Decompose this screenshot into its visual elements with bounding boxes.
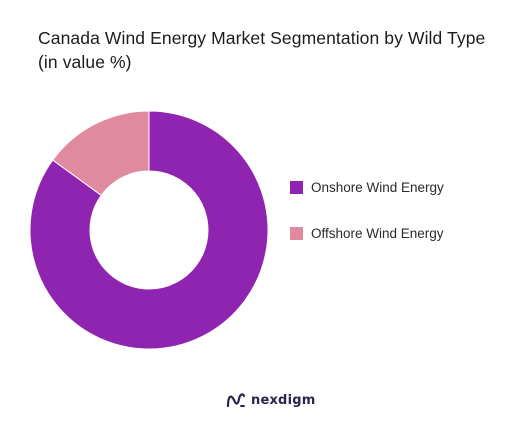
chart-legend: Onshore Wind Energy Offshore Wind Energy bbox=[290, 176, 444, 268]
brand-logo: nexdigm bbox=[226, 390, 315, 410]
nexdigm-logo-icon bbox=[226, 393, 246, 408]
legend-swatch-onshore bbox=[290, 180, 303, 194]
brand-name: nexdigm bbox=[251, 392, 316, 408]
legend-swatch-offshore bbox=[290, 226, 303, 240]
legend-label-offshore: Offshore Wind Energy bbox=[311, 225, 444, 241]
legend-label-onshore: Onshore Wind Energy bbox=[311, 179, 444, 195]
chart-title: Canada Wind Energy Market Segmentation b… bbox=[38, 28, 486, 72]
slice-onshore bbox=[29, 110, 269, 350]
legend-item-onshore: Onshore Wind Energy bbox=[290, 176, 444, 198]
slice-offshore bbox=[52, 110, 150, 197]
legend-item-offshore: Offshore Wind Energy bbox=[290, 222, 444, 244]
